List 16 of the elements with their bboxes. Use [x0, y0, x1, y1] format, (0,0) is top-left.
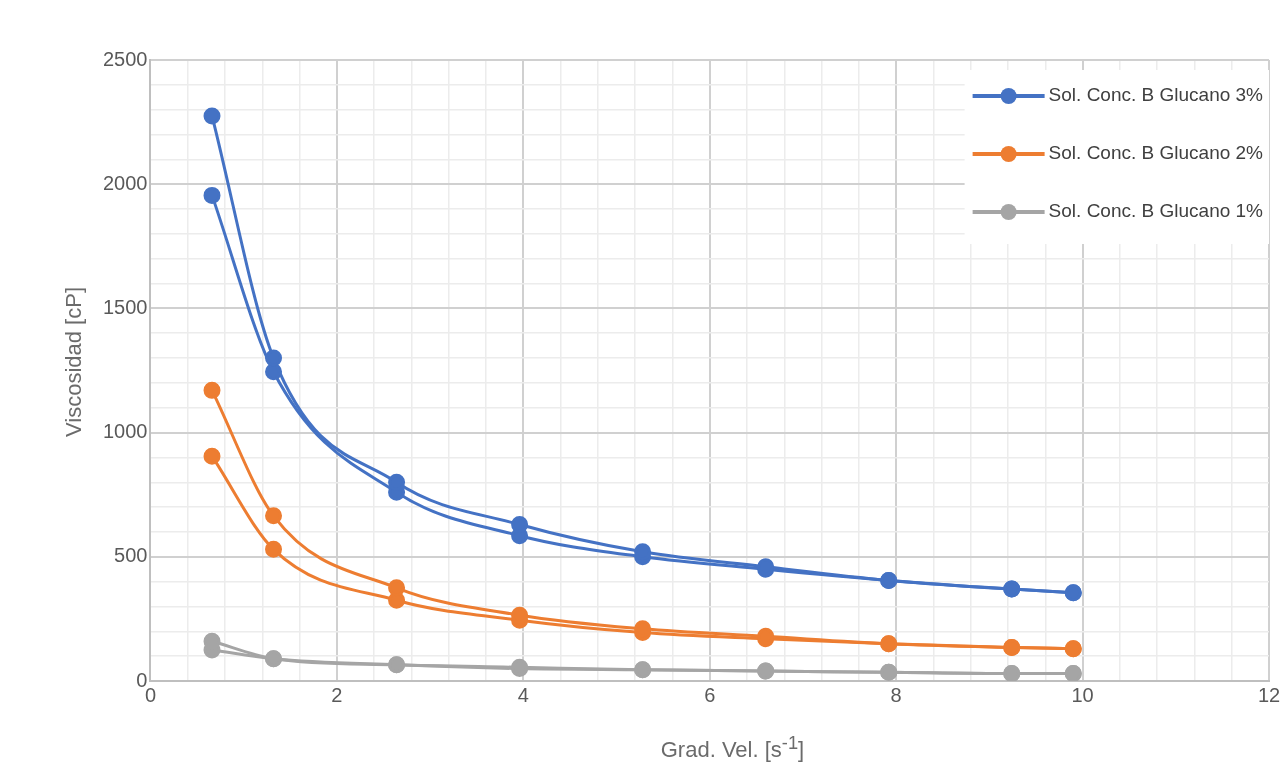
- x-tick-label: 12: [1257, 683, 1281, 706]
- x-tick-label: 6: [704, 683, 716, 706]
- x-axis-title: Grad. Vel. [s$^{-1}$]: [659, 732, 806, 764]
- x-tick-label: 8: [890, 683, 902, 706]
- legend-label: Sol. Conc. B Glucano 2%: [1048, 142, 1264, 164]
- x-tick-label: 4: [517, 683, 529, 706]
- legend-label: Sol. Conc. B Glucano 3%: [1048, 84, 1264, 106]
- y-tick-label: 500: [114, 544, 148, 567]
- y-tick-label: 2000: [102, 171, 148, 194]
- y-tick-label: 1000: [102, 420, 148, 443]
- x-tick-label: 10: [1071, 683, 1094, 706]
- legend-label: Sol. Conc. B Glucano 1%: [1048, 200, 1264, 222]
- y-tick-label: 1500: [102, 295, 148, 318]
- x-tick-label: 2: [331, 683, 343, 706]
- y-axis-title: Viscosidad [cP]: [61, 286, 87, 438]
- y-tick-label: 2500: [102, 47, 148, 70]
